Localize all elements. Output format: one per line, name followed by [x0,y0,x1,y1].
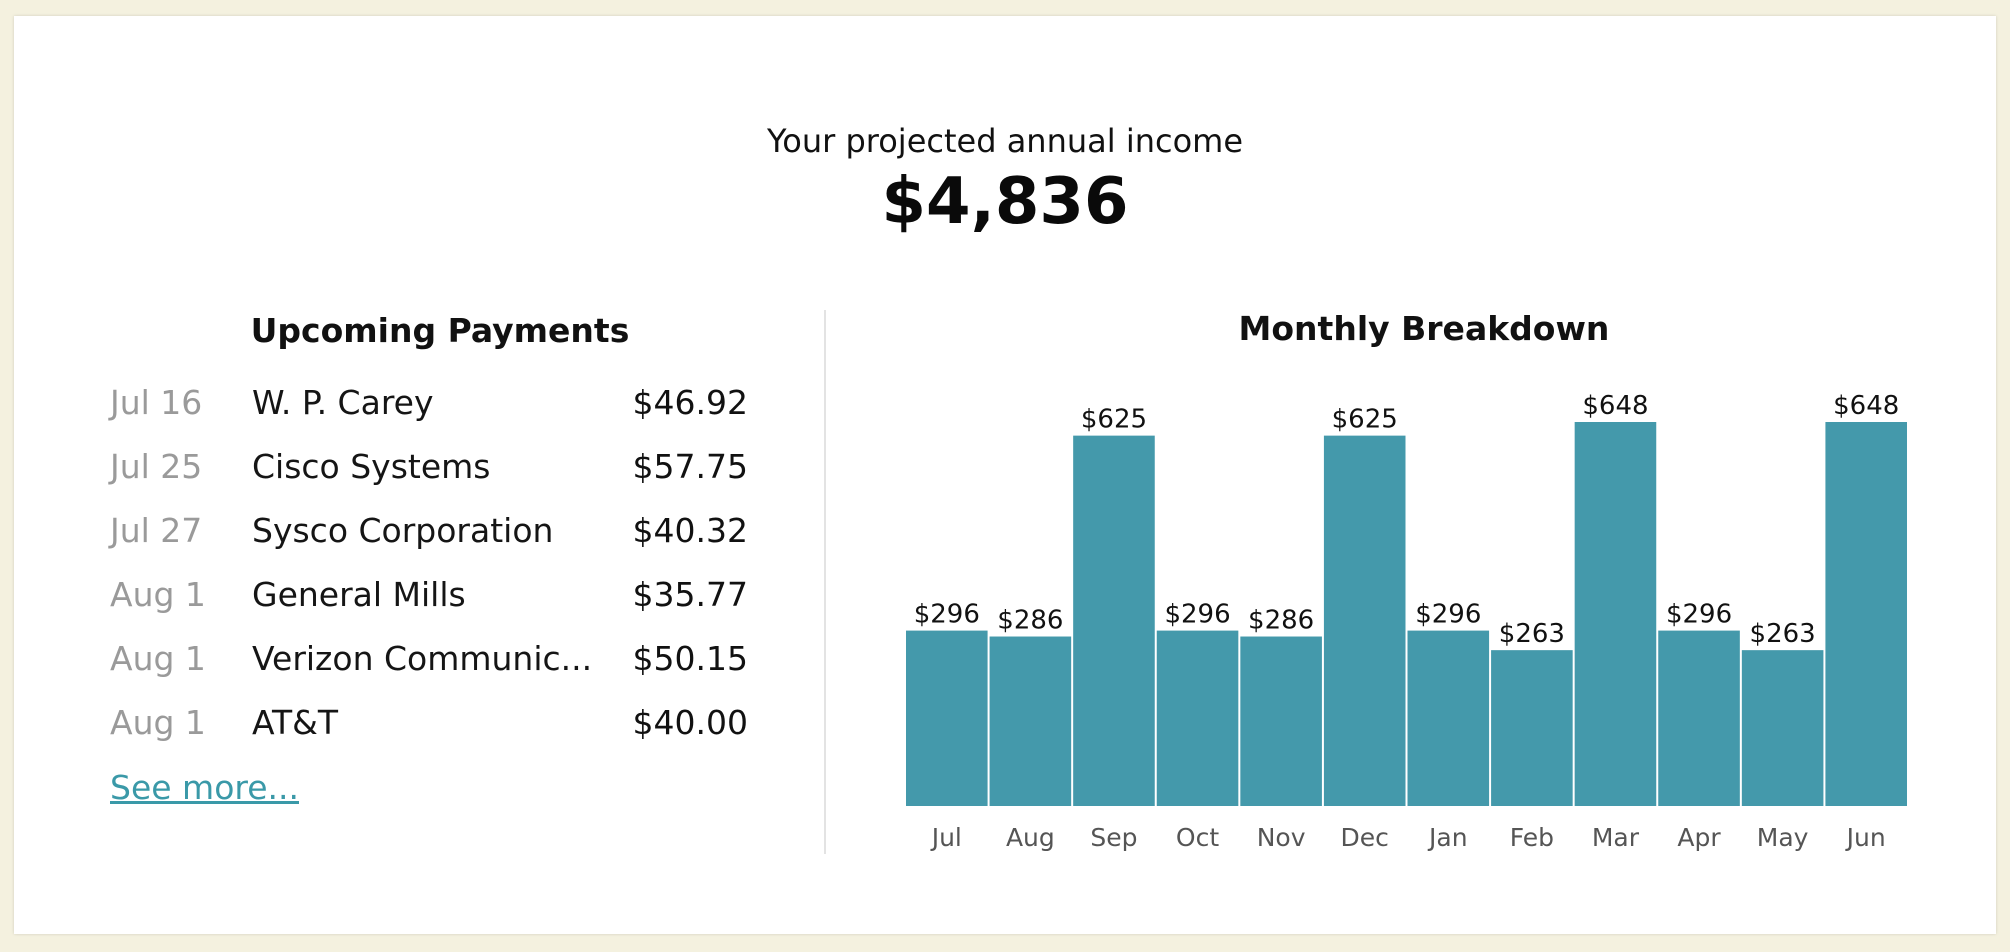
x-tick-label: May [1757,823,1809,852]
payment-amount: $35.77 [632,574,748,614]
upcoming-payments-panel: Upcoming Payments Jul 16 W. P. Carey $46.9… [110,306,750,807]
bar-value-label: $286 [1248,606,1314,636]
bar-sep [1073,435,1155,806]
upcoming-payments-title: Upcoming Payments [250,311,630,350]
bar-feb [1491,650,1573,806]
payment-company: Sysco Corporation [252,510,554,550]
payment-date: Jul 16 [110,382,203,422]
x-tick-label: Jan [1427,823,1468,852]
x-tick-label: Feb [1510,823,1554,852]
see-more-link[interactable]: See more... [110,768,299,807]
x-tick-label: Jun [1845,823,1886,852]
bar-may [1741,650,1824,806]
payment-company: General Mills [252,574,466,614]
bar-jan [1407,630,1490,806]
bar-jul [906,630,988,806]
payment-company: AT&T [252,702,339,742]
bar-value-label: $648 [1833,391,1899,421]
bar-apr [1658,630,1740,806]
projected-income-amount: $4,836 [881,165,1129,239]
x-tick-label: Oct [1176,823,1219,852]
payment-row: Jul 16 W. P. Carey $46.92 [110,370,750,434]
payment-amount: $46.92 [632,382,748,422]
payment-date: Jul 25 [110,446,203,486]
payment-date: Jul 27 [110,510,203,550]
x-tick-label: Jul [930,823,962,852]
bar-aug [989,636,1072,806]
bar-mar [1574,422,1657,806]
payment-row: Aug 1 Verizon Communic... $50.15 [110,626,750,690]
payment-row: Jul 27 Sysco Corporation $40.32 [110,498,750,562]
bar-value-label: $263 [1750,619,1816,649]
x-tick-label: Dec [1341,823,1389,852]
bar-jun [1825,422,1907,806]
bar-value-label: $296 [1666,600,1732,630]
bar-dec [1323,435,1406,806]
monthly-breakdown-title: Monthly Breakdown [1238,309,1610,348]
x-tick-label: Mar [1592,823,1640,852]
payment-row: Jul 25 Cisco Systems $57.75 [110,434,750,498]
bar-value-label: $625 [1332,405,1398,435]
bar-value-label: $296 [914,600,980,630]
bar-nov [1240,636,1322,806]
payment-row: Aug 1 General Mills $35.77 [110,562,750,626]
bar-value-label: $625 [1081,405,1147,435]
x-tick-label: Apr [1677,823,1721,852]
bar-value-label: $296 [1164,600,1230,630]
bar-oct [1156,630,1239,806]
x-tick-label: Sep [1090,823,1137,852]
payment-amount: $40.00 [632,702,748,742]
panel-divider [824,310,826,854]
bar-value-label: $648 [1582,391,1648,421]
payment-amount: $57.75 [632,446,748,486]
payment-company: Cisco Systems [252,446,491,486]
payment-date: Aug 1 [110,574,206,614]
payment-company: Verizon Communic... [252,638,593,678]
payment-amount: $40.32 [632,510,748,550]
bar-value-label: $286 [997,606,1063,636]
x-tick-label: Aug [1006,823,1055,852]
bar-value-label: $296 [1415,600,1481,630]
payment-date: Aug 1 [110,638,206,678]
payment-company: W. P. Carey [252,382,434,422]
payment-row: Aug 1 AT&T $40.00 [110,690,750,754]
payments-list: Jul 16 W. P. Carey $46.92 Jul 25 Cisco Syste… [110,370,750,754]
projected-income-header: Your projected annual income $4,836 [14,116,1996,238]
x-tick-label: Nov [1257,823,1306,852]
bar-value-label: $263 [1499,619,1565,649]
payment-date: Aug 1 [110,702,206,742]
income-card: Your projected annual income $4,836 Upco… [14,16,1996,934]
payment-amount: $50.15 [632,638,748,678]
projected-income-label: Your projected annual income [766,122,1244,160]
monthly-breakdown-chart: $296 Jul $286 Aug $625 Sep $296 Oct $286 Nov $625 D… [906,391,1907,852]
monthly-breakdown-panel: Monthly Breakdown $296 Jul $286 Aug $625 Sep $… [894,309,1954,876]
